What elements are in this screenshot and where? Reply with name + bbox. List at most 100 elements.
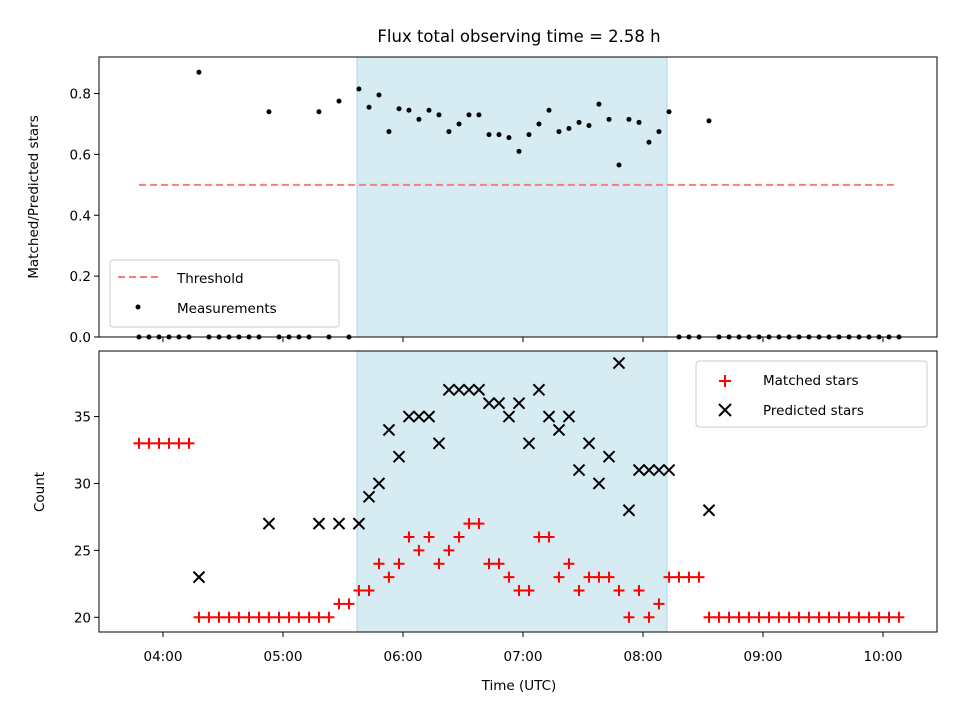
matched-point	[763, 611, 775, 623]
matched-point	[323, 611, 335, 623]
predicted-point	[332, 517, 346, 530]
predicted-stroke	[392, 450, 406, 463]
y-axis-label-top: Matched/Predicted stars	[26, 115, 42, 278]
measurement-point	[366, 104, 372, 110]
predicted-point	[572, 463, 586, 477]
matched-point	[293, 611, 305, 623]
predicted-point	[492, 396, 506, 410]
predicted-stroke	[542, 410, 556, 423]
predicted-stroke	[442, 383, 456, 397]
matched-point	[823, 611, 835, 623]
matched-point	[713, 611, 725, 623]
matched-point	[283, 611, 295, 623]
matched-point	[443, 544, 455, 556]
y-ticks-top: 0.0 0.2 0.4 0.6 0.8	[70, 87, 99, 346]
y-tick-label: 0.6	[70, 147, 91, 163]
bottom-panel: 20 25 30 35 04:00 05:00 06:00 07:00 08:00 09:00 1…	[32, 350, 938, 694]
axes-frame-bottom	[98, 350, 938, 633]
matched-point	[153, 437, 165, 449]
predicted-stroke	[602, 450, 616, 463]
measurement-point	[546, 107, 552, 113]
matched-point	[593, 571, 605, 583]
matched-point	[183, 437, 195, 449]
predicted-point	[652, 463, 666, 477]
matched-point	[243, 611, 255, 623]
matched-point	[873, 611, 885, 623]
legend-top: Threshold Measurements	[109, 259, 340, 328]
axes-frame-top	[98, 56, 938, 338]
predicted-point	[482, 396, 496, 410]
predicted-point	[612, 356, 626, 370]
legend-threshold-label: Threshold	[176, 271, 244, 287]
measurement-point	[526, 132, 532, 138]
matched-point	[513, 585, 525, 597]
measurement-point	[196, 69, 202, 75]
x-tick-label: 07:00	[504, 649, 543, 665]
x-tick-label: 04:00	[144, 649, 183, 665]
measurement-point	[656, 129, 662, 135]
matched-point	[753, 611, 765, 623]
predicted-point	[602, 450, 616, 463]
predicted-point	[362, 490, 376, 504]
predicted-stroke	[362, 490, 376, 504]
predicted-point	[512, 396, 526, 410]
y-tick-label: 0.4	[70, 208, 91, 224]
measurement-point	[646, 139, 652, 145]
predicted-stroke	[552, 423, 566, 437]
measurement-point	[396, 106, 402, 112]
matched-point	[433, 558, 445, 570]
figure-title: Flux total observing time = 2.58 h	[377, 27, 660, 46]
matched-point	[883, 611, 895, 623]
matched-point	[233, 611, 245, 623]
measurement-point	[636, 119, 642, 125]
predicted-stroke	[522, 437, 536, 450]
measurement-point	[536, 121, 542, 127]
predicted-point	[562, 410, 576, 423]
predicted-point	[582, 437, 596, 450]
matched-point	[143, 437, 155, 449]
predicted-stroke	[572, 463, 586, 477]
legend-predicted-label: Predicted stars	[763, 403, 864, 419]
predicted-point	[552, 423, 566, 437]
measurement-point	[266, 109, 272, 115]
measurement-point	[456, 121, 462, 127]
matched-point	[163, 437, 175, 449]
predicted-point	[592, 477, 606, 490]
measurement-point	[376, 92, 382, 98]
predicted-point	[502, 410, 516, 423]
x-ticks-top	[162, 337, 884, 342]
measurement-point	[486, 132, 492, 138]
matched-point	[173, 437, 185, 449]
predicted-stroke	[482, 396, 496, 410]
predicted-stroke	[432, 437, 446, 450]
measurement-point	[436, 112, 442, 118]
matched-point	[353, 585, 365, 597]
measurement-point	[496, 132, 502, 138]
y-tick-label: 35	[74, 410, 91, 426]
predicted-stroke	[642, 463, 656, 477]
x-tick-label: 10:00	[864, 649, 903, 665]
matched-point	[703, 611, 715, 623]
predicted-point	[642, 463, 656, 477]
predicted-point	[352, 517, 366, 530]
matched-point	[603, 571, 615, 583]
x-ticks-bottom: 04:00 05:00 06:00 07:00 08:00 09:00 10:00	[144, 632, 903, 665]
measurement-point	[586, 122, 592, 128]
y-ticks-bottom: 20 25 30 35	[74, 410, 99, 626]
matched-point	[553, 571, 565, 583]
matched-point	[643, 611, 655, 623]
predicted-stroke	[262, 517, 276, 530]
predicted-point	[452, 383, 466, 397]
measurement-point	[556, 129, 562, 135]
predicted-stroke	[332, 517, 346, 530]
predicted-point	[662, 463, 676, 477]
matched-point	[563, 558, 575, 570]
legend-matched-swatch	[719, 375, 731, 387]
matched-point	[493, 558, 505, 570]
matched-point	[673, 571, 685, 583]
matched-point	[653, 598, 665, 610]
predicted-point	[412, 410, 426, 423]
measurement-point	[616, 162, 622, 168]
measurement-point	[446, 129, 452, 135]
legend-measurement-label: Measurements	[177, 301, 277, 317]
